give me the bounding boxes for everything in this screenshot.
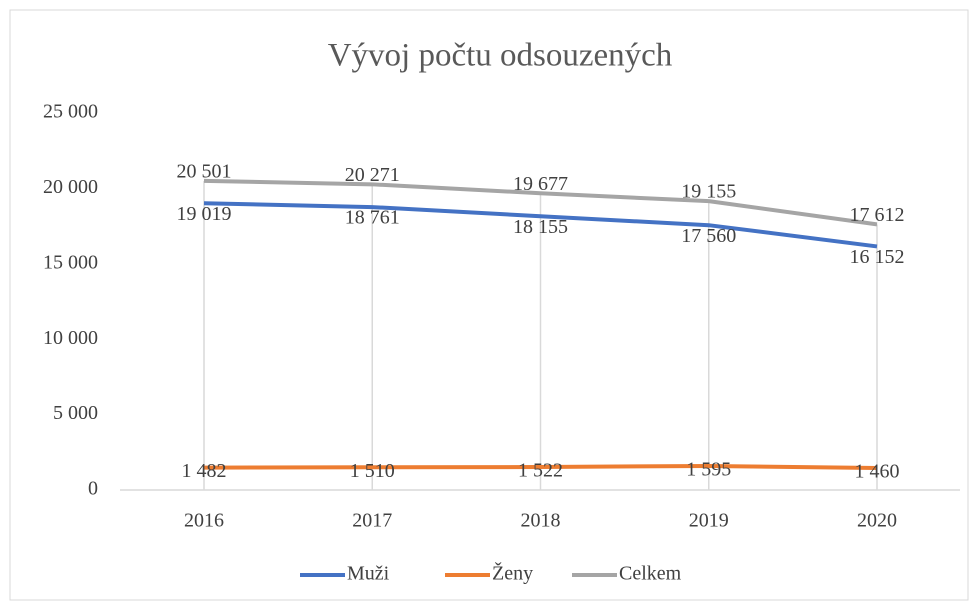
legend-label: Muži	[347, 563, 390, 585]
data-label: 20 501	[177, 160, 232, 182]
x-tick-label: 2016	[184, 510, 224, 532]
data-label: 19 677	[513, 173, 568, 195]
chart-title: Vývoj počtu odsouzených	[328, 38, 673, 74]
x-tick-label: 2019	[689, 510, 729, 532]
y-tick-label: 10 000	[43, 327, 98, 349]
data-label: 17 612	[850, 204, 905, 226]
data-label: 18 761	[345, 207, 400, 229]
data-label: 1 460	[855, 461, 900, 483]
x-tick-label: 2020	[857, 510, 897, 532]
data-label: 1 482	[182, 460, 227, 482]
data-label: 16 152	[850, 246, 905, 268]
data-label: 1 510	[350, 460, 395, 482]
y-tick-label: 5 000	[53, 402, 98, 424]
x-tick-label: 2017	[352, 510, 392, 532]
data-label: 18 155	[513, 216, 568, 238]
x-tick-label: 2018	[521, 510, 561, 532]
series-line	[203, 178, 878, 227]
y-tick-label: 15 000	[43, 251, 98, 273]
data-label: 19 155	[681, 181, 736, 203]
series-line	[203, 463, 878, 470]
data-label: 20 271	[345, 164, 400, 186]
series-line	[203, 201, 878, 249]
legend-label: Ženy	[492, 562, 533, 585]
y-tick-label: 25 000	[43, 101, 98, 123]
y-tick-label: 0	[88, 478, 98, 500]
data-label: 17 560	[681, 225, 736, 247]
data-label: 1 595	[686, 459, 731, 481]
data-label: 1 522	[518, 460, 563, 482]
data-label: 19 019	[177, 203, 232, 225]
chart-border	[9, 9, 969, 601]
y-tick-label: 20 000	[43, 176, 98, 198]
legend-label: Celkem	[619, 563, 682, 585]
